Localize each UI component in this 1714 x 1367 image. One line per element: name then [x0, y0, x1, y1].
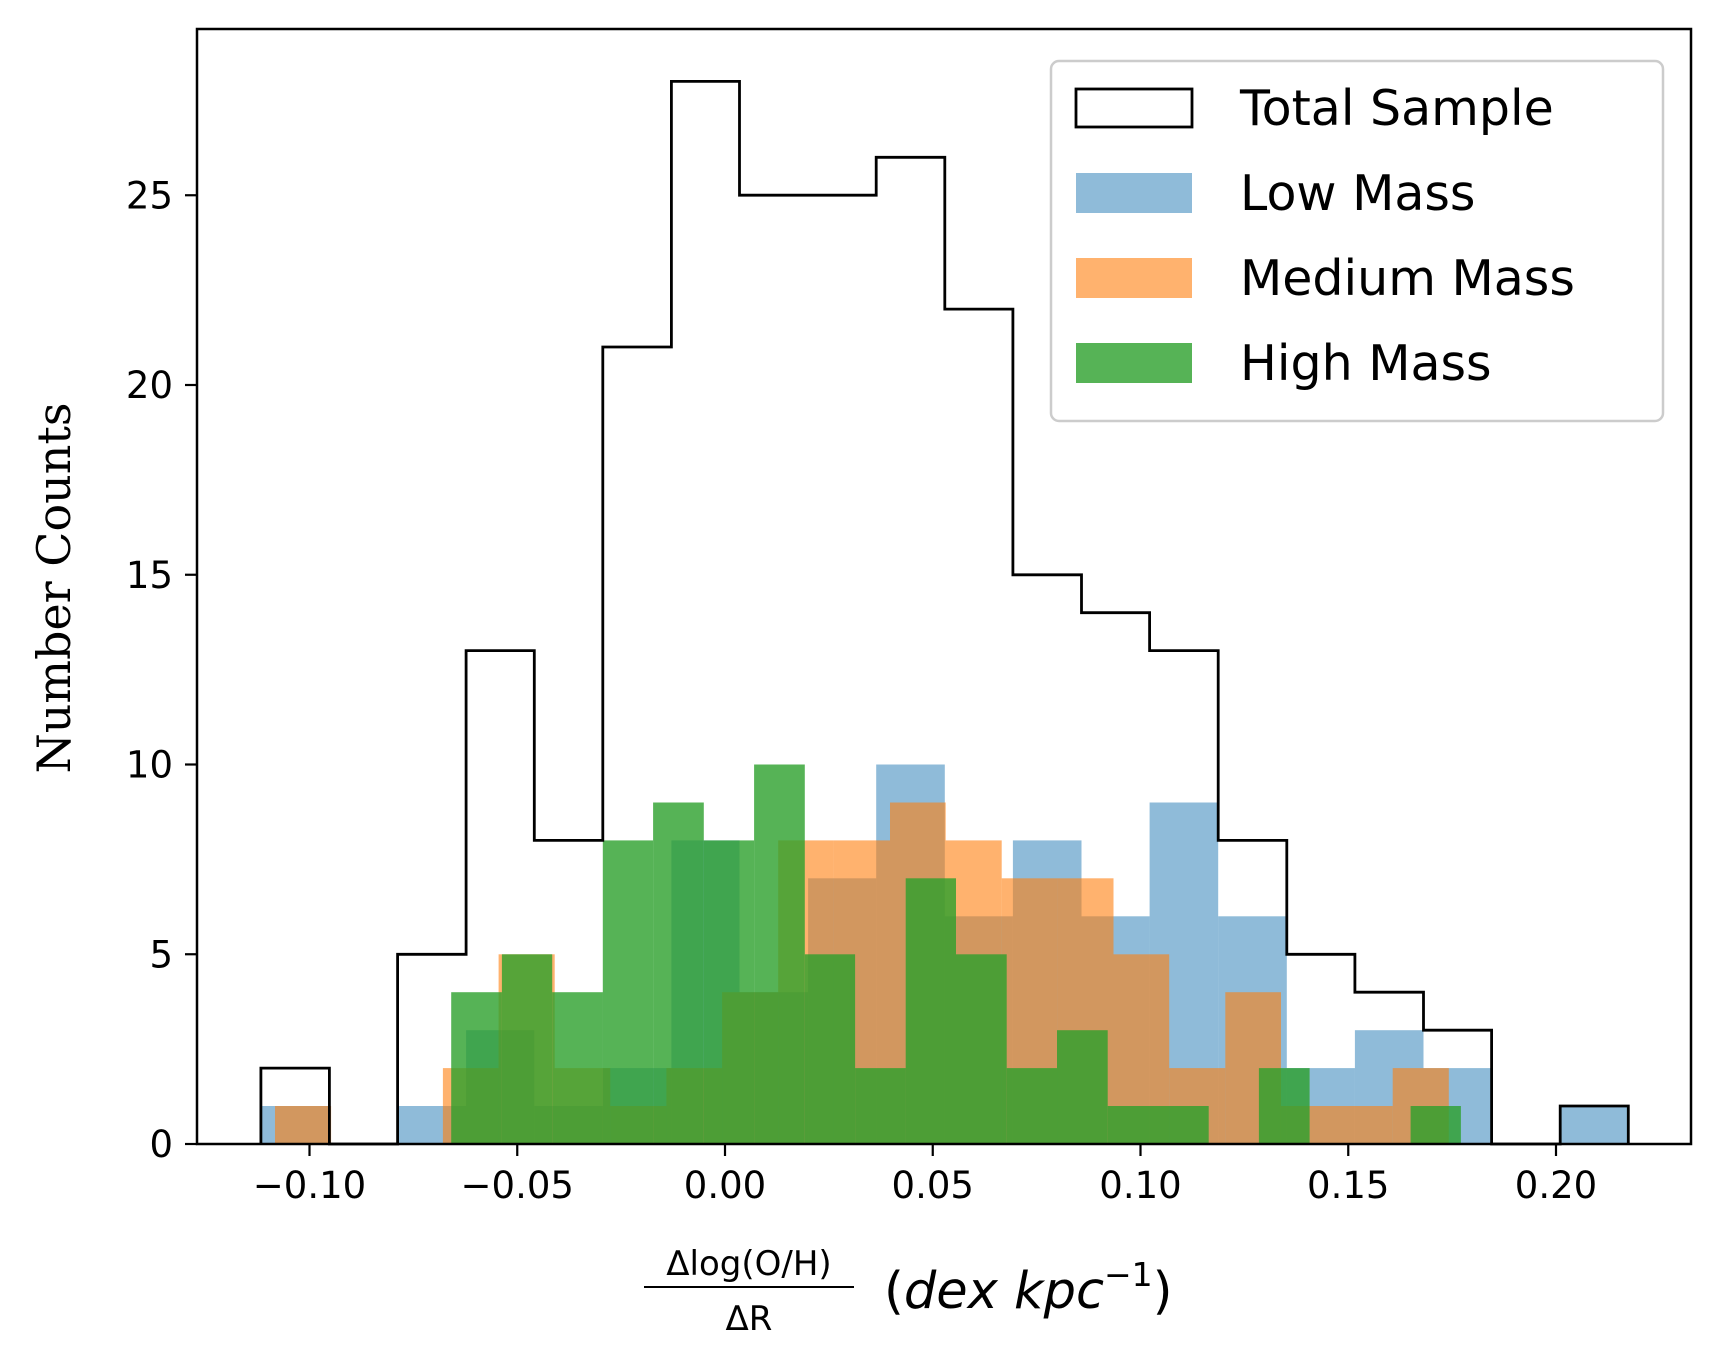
legend-label-high-mass: High Mass — [1240, 335, 1492, 392]
legend-swatch-low-mass — [1076, 173, 1192, 213]
total-sample-step — [259, 80, 1630, 1146]
legend-label-total-sample: Total Sample — [1239, 80, 1554, 137]
y-tick-label: 25 — [126, 174, 173, 217]
plot-frame — [195, 27, 1693, 1146]
x-tick-label: −0.10 — [253, 1164, 366, 1207]
y-tick-label: 15 — [126, 554, 173, 597]
x-tick-label: 0.10 — [1099, 1164, 1181, 1207]
legend-swatch-medium-mass — [1076, 258, 1192, 298]
high-mass-bar — [602, 840, 654, 1144]
x-axis-label-unit: (dex kpc−1) — [884, 1255, 1173, 1321]
x-tick-label: 0.15 — [1307, 1164, 1389, 1207]
x-tick-label: 0.20 — [1515, 1164, 1597, 1207]
medium-mass-bar — [1337, 1106, 1393, 1144]
high-mass-bar — [855, 1068, 906, 1144]
high-mass-bar — [1158, 1106, 1209, 1144]
high-mass-bar — [1258, 1068, 1310, 1144]
x-axis-label-numerator: Δlog(O/H) — [666, 1244, 831, 1284]
legend-label-medium-mass: Medium Mass — [1240, 250, 1575, 307]
legend-frame — [1049, 59, 1665, 423]
high-mass-bar — [703, 840, 755, 1144]
x-tick-label: 0.00 — [684, 1164, 766, 1207]
high-mass-bar — [1057, 1030, 1108, 1145]
y-tick-label: 5 — [149, 933, 173, 976]
x-tick-label: 0.05 — [892, 1164, 974, 1207]
high-mass-bar — [501, 954, 553, 1145]
total-sample-step-line — [259, 80, 1630, 1146]
histogram-bars — [260, 764, 1629, 1145]
x-axis-label-denominator: ΔR — [726, 1299, 773, 1339]
low-mass-bar — [1560, 1106, 1629, 1144]
legend-label-low-mass: Low Mass — [1240, 165, 1475, 222]
high-mass-bar — [754, 764, 805, 1144]
high-mass-bar — [653, 802, 704, 1145]
high-mass-bar — [451, 992, 502, 1144]
medium-mass-bar — [275, 1106, 332, 1144]
high-mass-bar — [1006, 1068, 1057, 1144]
high-mass-bar — [1107, 1106, 1158, 1144]
legend: Total Sample Low Mass Medium Mass High Mass — [1049, 59, 1665, 423]
high-mass-bar — [905, 878, 956, 1144]
high-mass-bar — [956, 954, 1007, 1145]
y-axis-ticks: 0 5 10 15 20 25 — [126, 174, 197, 1166]
y-tick-label: 20 — [126, 364, 173, 407]
y-axis-label: Number Counts — [27, 402, 81, 773]
high-mass-bar — [552, 992, 603, 1144]
x-axis-label: Δlog(O/H) ΔR (dex kpc−1) — [644, 1244, 1173, 1339]
high-mass-bar — [1410, 1106, 1461, 1144]
x-axis-ticks: −0.10 −0.05 0.00 0.05 0.10 0.15 0.20 — [253, 1144, 1597, 1207]
x-tick-label: −0.05 — [461, 1164, 574, 1207]
y-tick-label: 10 — [126, 744, 173, 787]
high-mass-bar — [804, 954, 856, 1145]
y-tick-label: 0 — [149, 1123, 173, 1166]
legend-swatch-high-mass — [1076, 343, 1192, 383]
legend-swatch-total-sample — [1074, 87, 1194, 129]
